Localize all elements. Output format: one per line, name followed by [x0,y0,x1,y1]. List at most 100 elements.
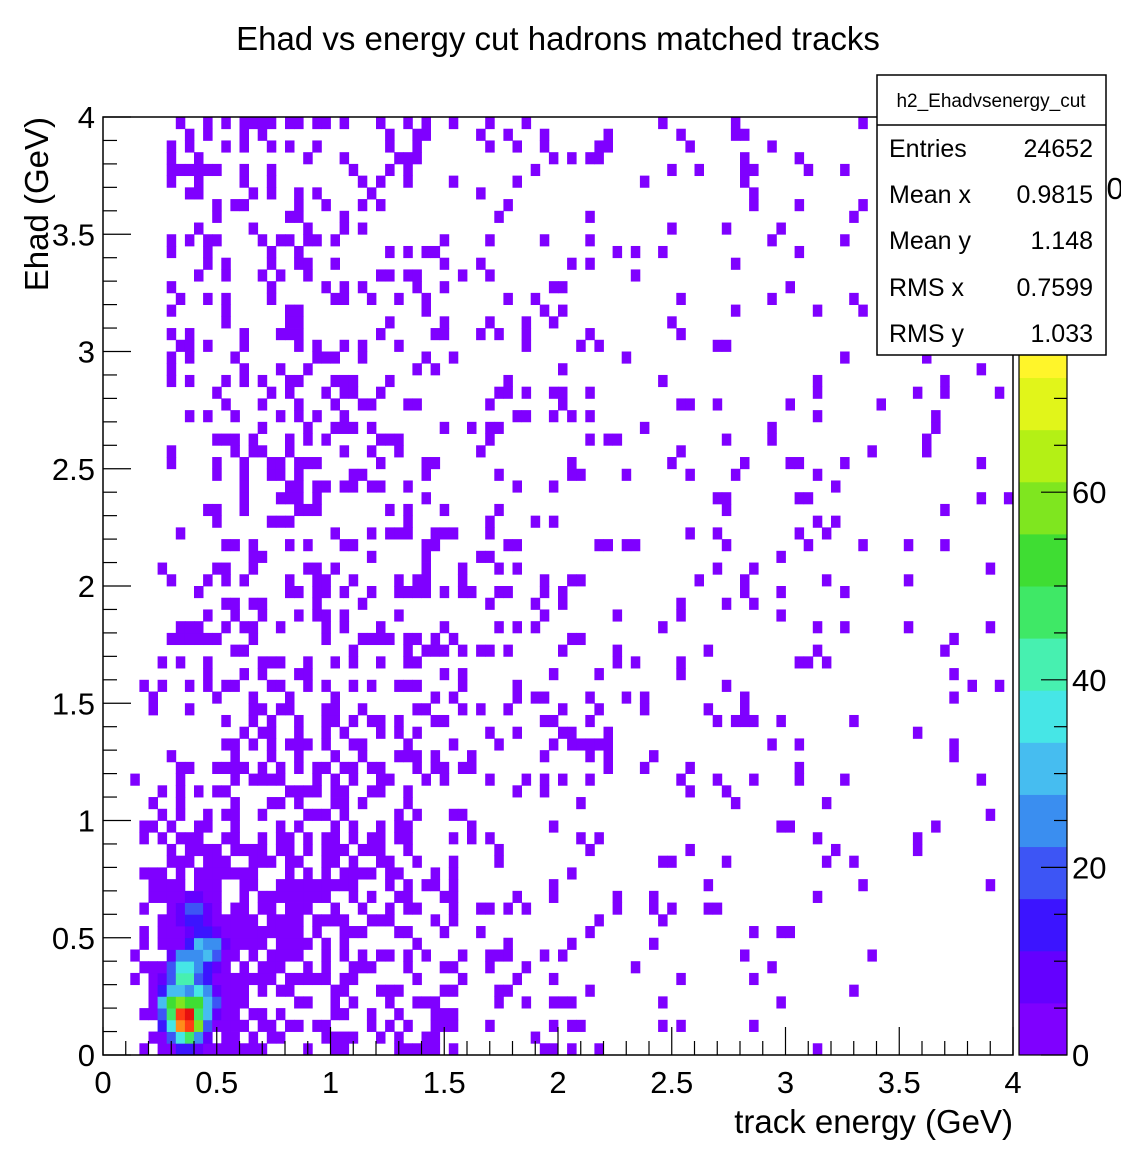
heatmap-cell [403,527,413,540]
heatmap-cell [376,386,386,399]
heatmap-cell [658,1019,668,1032]
heatmap-cell [703,902,714,915]
heatmap-cell [630,961,641,974]
heatmap-cell [175,902,186,915]
heatmap-cell [530,597,541,610]
heatmap-cell [730,714,741,728]
heatmap-cell [439,961,450,974]
heatmap-cell [539,714,550,728]
heatmap-cell [348,539,359,552]
heatmap-cell [303,843,313,857]
x-tick-label: 3 [777,1065,794,1100]
heatmap-cell [330,714,340,728]
heatmap-cell [485,117,495,130]
heatmap-cell [457,972,468,986]
heatmap-cell [840,234,850,247]
heatmap-cell [321,386,331,399]
heatmap-cell [294,586,304,599]
heatmap-cell [357,175,368,188]
heatmap-cell [239,1019,249,1032]
heatmap-cell [248,972,259,986]
heatmap-cell [521,328,532,341]
heatmap-cell [221,562,231,575]
heatmap-cell [785,926,795,939]
heatmap-cell [567,152,577,165]
heatmap-cell [266,972,277,986]
heatmap-cell [376,328,386,341]
heatmap-cell [448,867,459,880]
heatmap-cell [184,1019,195,1032]
heatmap-cell [676,668,686,681]
heatmap-cell [439,257,450,270]
heatmap-cell [740,586,750,599]
heatmap-cell [630,539,641,552]
heatmap-cell [248,117,259,130]
heatmap-cell [157,879,168,892]
heatmap-cell [184,1008,195,1021]
heatmap-cell [776,609,786,622]
heatmap-cell [294,257,304,270]
heatmap-cell [394,527,404,540]
heatmap-cell [303,503,313,517]
heatmap-cell [203,128,213,141]
heatmap-cell [294,339,304,352]
heatmap-cell [448,914,459,927]
heatmap-cell [730,468,741,481]
heatmap-cell [366,785,377,798]
stats-label-mean-y: Mean y [889,227,971,255]
heatmap-cell [312,351,322,364]
heatmap-cell [512,726,522,739]
heatmap-cell [612,433,623,446]
heatmap-cell [166,574,177,587]
heatmap-cell [194,902,204,915]
heatmap-cell [767,961,777,974]
heatmap-cell [585,926,595,939]
heatmap-cell [184,339,195,352]
heatmap-cell [403,1043,413,1056]
heatmap-cell [912,832,923,845]
heatmap-cell [330,1008,340,1021]
heatmap-cell [166,902,177,915]
heatmap-cell [421,304,431,317]
heatmap-cell [184,926,195,939]
heatmap-cell [339,117,350,130]
heatmap-cell [539,140,550,153]
heatmap-cell [439,1019,450,1032]
heatmap-cell [130,972,140,986]
heatmap-cell [976,457,987,470]
heatmap-cell [430,328,441,341]
heatmap-cell [740,457,750,470]
heatmap-cell [794,527,805,540]
heatmap-cell [394,586,404,599]
heatmap-cell [485,1019,495,1032]
heatmap-cell [412,1043,422,1056]
heatmap-cell [339,926,350,939]
heatmap-cell [175,656,186,669]
heatmap-cell [412,140,422,153]
heatmap-cell [303,867,313,880]
heatmap-cell [412,281,422,294]
heatmap-cell [203,245,213,259]
heatmap-cell [858,879,868,892]
heatmap-cell [394,1031,404,1044]
heatmap-cell [248,433,259,446]
heatmap-cell [840,621,850,634]
heatmap-cell [366,832,377,845]
heatmap-cell [567,457,577,470]
heatmap-cell [230,750,240,763]
heatmap-cell [166,163,177,177]
heatmap-cell [330,996,340,1009]
heatmap-cell [194,269,204,282]
heatmap-cell [294,457,304,470]
heatmap-cell [376,726,386,739]
heatmap-cell [421,468,431,481]
heatmap-cell [922,445,932,458]
heatmap-cell [494,328,504,341]
heatmap-cell [803,492,814,505]
heatmap-cell [339,292,350,305]
heatmap-cell [812,468,823,481]
heatmap-cell [139,926,149,939]
heatmap-cell [749,926,759,939]
heatmap-cell [175,527,186,540]
